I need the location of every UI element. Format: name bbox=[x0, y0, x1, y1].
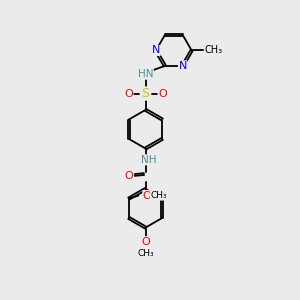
Text: N: N bbox=[178, 61, 187, 71]
Text: NH: NH bbox=[141, 155, 157, 165]
Text: O: O bbox=[124, 88, 133, 98]
Text: O: O bbox=[141, 237, 150, 247]
Text: O: O bbox=[158, 88, 167, 98]
Text: S: S bbox=[142, 87, 149, 100]
Text: CH₃: CH₃ bbox=[150, 191, 167, 200]
Text: HN: HN bbox=[138, 69, 153, 79]
Text: O: O bbox=[125, 171, 134, 181]
Text: N: N bbox=[152, 45, 160, 56]
Text: CH₃: CH₃ bbox=[137, 249, 154, 258]
Text: O: O bbox=[143, 190, 152, 201]
Text: CH₃: CH₃ bbox=[204, 45, 222, 56]
